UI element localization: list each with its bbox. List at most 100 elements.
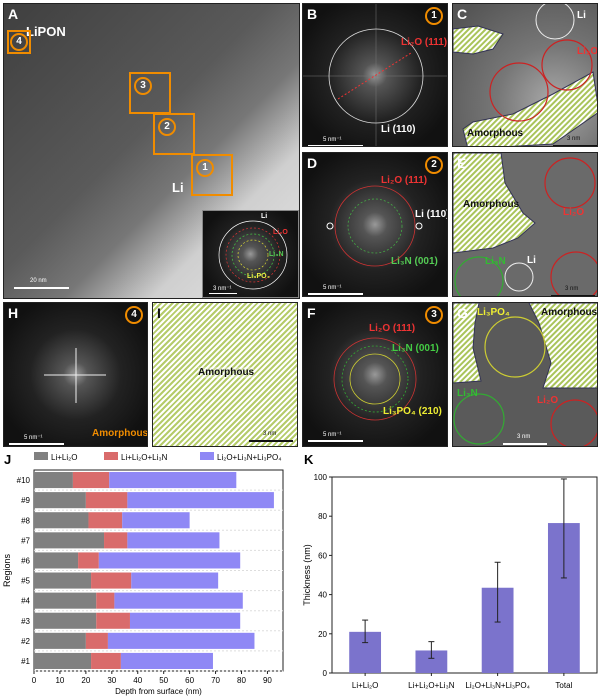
- scale-bar: [308, 440, 363, 442]
- scale-bar-label: 3 nm: [263, 431, 277, 437]
- y-tick-label: #3: [21, 617, 30, 626]
- bar-segment: [78, 552, 99, 569]
- amorphous-label: Amorphous: [541, 307, 598, 318]
- y-tick-label: #8: [21, 516, 30, 525]
- bar-segment: [98, 552, 241, 569]
- amorphous-label: Amorphous: [467, 128, 524, 139]
- fft-rings: [303, 4, 447, 146]
- scale-bar-label: 3 nm: [517, 434, 531, 440]
- hrtem-overlay: [453, 153, 597, 296]
- panel-label: F: [307, 305, 316, 321]
- region-box-1: 1: [191, 154, 233, 196]
- y-tick-label: #10: [17, 476, 31, 485]
- panel-d-fft: D 2 Li₂O (111) Li (110) Li₃N (001) 5 nm⁻…: [302, 152, 448, 297]
- li3n-001-label: Li₃N (001): [391, 256, 438, 267]
- fft-rings: [218, 220, 288, 290]
- bar-segment: [34, 572, 92, 589]
- scale-bar: [551, 295, 595, 296]
- li-label: Li: [527, 255, 536, 266]
- inset-li3n-label: Li₃N: [269, 251, 284, 258]
- panel-b-fft: B 1 Li₂O (111) Li (110) 5 nm⁻¹: [302, 3, 448, 147]
- fft-center: [44, 348, 106, 403]
- region-box-3: 3: [129, 72, 171, 114]
- y-axis-label: Thickness (nm): [302, 544, 312, 606]
- scale-bar-label: 5 nm⁻¹: [24, 435, 43, 441]
- li2o-111-label: Li₂O (111): [369, 323, 416, 334]
- y-tick-label: #6: [21, 556, 30, 565]
- bar: [415, 650, 448, 673]
- legend-label: Li+Li₂O+Li₃N: [121, 453, 168, 462]
- bar-segment: [34, 512, 89, 529]
- region-number-badge: 2: [425, 156, 443, 174]
- panel-label-j: J: [4, 452, 11, 467]
- panel-h-fft: H 4 Amorphous 5 nm⁻¹: [3, 302, 148, 447]
- x-tick-label: Li₂O+Li₃N+Li₃PO₄: [465, 681, 529, 690]
- scale-bar-label: 5 nm⁻¹: [323, 285, 342, 291]
- amorphous-label: Amorphous: [92, 428, 148, 439]
- panel-e-hrtem: E Amorphous Li₂O Li₃N Li 3 nm: [452, 152, 598, 297]
- scale-bar-label: 20 nm: [30, 278, 47, 284]
- scale-bar-label: 3 nm: [567, 136, 581, 142]
- amorphous-label: Amorphous: [198, 367, 255, 378]
- chart-k-thickness-bars: K 0 20 40 60 80 100 Li+Li₂O Li+Li₂O+Li₃N Li₂O+Li…: [302, 452, 598, 690]
- x-tick-label: 40: [133, 676, 142, 685]
- plot-frame: [331, 476, 598, 674]
- hrtem-overlay: [453, 4, 597, 146]
- scale-bar-label: 5 nm⁻¹: [323, 137, 342, 143]
- bar-segment: [122, 512, 190, 529]
- bar-segment: [88, 512, 123, 529]
- bar-segment: [107, 632, 255, 649]
- y-tick-label: 60: [318, 551, 327, 560]
- li-110-label: Li (110): [381, 124, 416, 135]
- li3n-label: Li₃N: [485, 256, 506, 267]
- y-tick-label: 80: [318, 512, 327, 521]
- x-tick-label: Total: [555, 681, 572, 690]
- bar-segment: [34, 652, 92, 669]
- x-tick-label: 30: [107, 676, 116, 685]
- li-110-label: Li (110): [415, 209, 448, 220]
- region-box-2: 2: [153, 113, 195, 155]
- y-tick-label: #9: [21, 496, 30, 505]
- region-number-badge: 1: [425, 7, 443, 25]
- chart-j-depth-stacked-bars: J Li+Li₂O Li+Li₂O+Li₃N Li₂O+Li₃N+Li₃PO₄ #1 #…: [2, 452, 284, 696]
- fft-rings: [333, 337, 417, 421]
- li-label: Li: [577, 10, 586, 21]
- bar-segment: [129, 612, 241, 629]
- hrtem-overlay: [453, 303, 597, 446]
- y-tick-label: 40: [318, 591, 327, 600]
- bar-segment: [34, 532, 105, 549]
- li2o-label: Li₂O: [563, 207, 585, 218]
- region-number-badge: 3: [425, 306, 443, 324]
- panel-c-hrtem: C Li Li₂O Amorphous 3 nm: [452, 3, 598, 147]
- panel-f-fft: F 3 Li₂O (111) Li₃N (001) Li₃PO₄ (210) 5…: [302, 302, 448, 447]
- inset-scale-label: 3 nm⁻¹: [213, 286, 232, 292]
- scale-bar-label: 3 nm: [565, 286, 579, 292]
- panel-label: B: [307, 6, 318, 22]
- panel-label: D: [307, 155, 318, 171]
- y-tick-label: #7: [21, 536, 30, 545]
- li3po4-210-label: Li₃PO₄ (210): [383, 406, 442, 417]
- x-tick-label: Li+Li₂O+Li₃N: [408, 681, 455, 690]
- bar-segment: [34, 472, 73, 489]
- x-tick-label: 60: [185, 676, 194, 685]
- panel-label-k: K: [304, 452, 314, 467]
- bar-segment: [91, 652, 121, 669]
- region-box-4: 4: [7, 30, 31, 54]
- bar-segment: [72, 472, 110, 489]
- x-tick-label: 80: [237, 676, 246, 685]
- x-tick-label: 70: [211, 676, 220, 685]
- bar-segment: [104, 532, 128, 549]
- bar-segment: [34, 552, 79, 569]
- panel-label: C: [457, 6, 468, 22]
- scale-bar: [9, 443, 64, 445]
- y-tick-label: #1: [21, 657, 30, 666]
- lipon-label: LiPON: [26, 24, 66, 39]
- inset-li-label: Li: [261, 213, 268, 220]
- x-tick-label: Li+Li₂O: [352, 681, 378, 690]
- panel-label: A: [8, 6, 19, 22]
- y-tick-label: #5: [21, 577, 30, 586]
- y-axis-label: Regions: [2, 553, 12, 587]
- scale-bar: [14, 287, 69, 289]
- y-tick-label: 0: [323, 669, 328, 678]
- li2o-111-label: Li₂O (111): [401, 37, 448, 48]
